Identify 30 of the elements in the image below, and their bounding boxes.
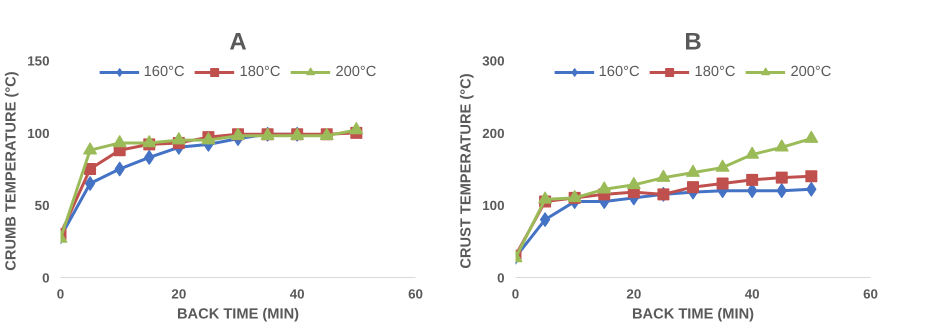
- point: [84, 176, 96, 191]
- chart-title: B: [684, 28, 702, 56]
- x-tick-label: 60: [408, 286, 423, 302]
- legend-label: 180°C: [240, 64, 280, 80]
- x-tick-label: 20: [626, 286, 642, 302]
- y-tick-label: 100: [27, 126, 50, 141]
- y-tick-label: 100: [482, 198, 505, 214]
- x-tick-label: 20: [171, 286, 186, 302]
- legend-label: 200°C: [790, 64, 832, 80]
- y-tick-label: 50: [34, 198, 50, 214]
- legend-label: 160°C: [144, 64, 185, 80]
- chart-title: A: [229, 28, 247, 56]
- legend-label: 200°C: [335, 64, 376, 80]
- x-tick-label: 60: [863, 286, 878, 302]
- y-tick-label: 200: [482, 126, 505, 141]
- x-tick-label: 40: [290, 286, 305, 302]
- legend-label: 180°C: [694, 64, 736, 80]
- y-tick-label: 300: [482, 54, 505, 68]
- y-tick-label: 0: [497, 270, 505, 286]
- y-tick-label: 150: [27, 54, 50, 68]
- y-tick-label: 0: [42, 270, 50, 286]
- x-tick-label: 0: [512, 286, 520, 302]
- y-axis-title: CRUST TEMPERATURE (°C): [458, 73, 474, 269]
- x-tick-label: 40: [744, 286, 760, 302]
- point: [114, 162, 125, 176]
- x-axis-title: BACK TIME (MIN): [176, 306, 300, 322]
- x-axis-title: BACK TIME (MIN): [632, 306, 754, 322]
- y-axis-title: CRUMB TEMPERATURE (°C): [3, 71, 20, 271]
- x-tick-label: 0: [56, 286, 64, 302]
- legend-label: 160°C: [598, 64, 640, 80]
